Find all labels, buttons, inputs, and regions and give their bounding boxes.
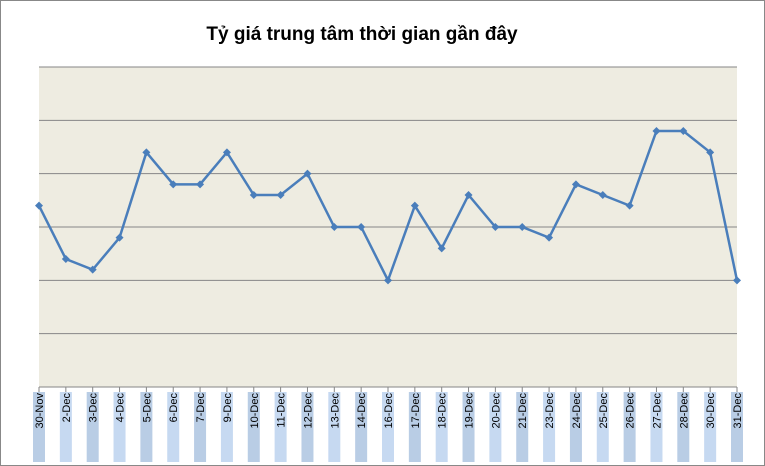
- marker: [169, 180, 178, 189]
- x-label-bg: [704, 392, 717, 462]
- x-tick-label: 10-Dec: [249, 393, 261, 429]
- x-label-bg: [435, 392, 448, 462]
- x-label-bg: [274, 392, 287, 462]
- marker: [571, 180, 580, 189]
- marker: [61, 255, 70, 263]
- marker: [88, 265, 97, 274]
- x-label-bg: [355, 392, 368, 462]
- x-tick-label: 25-Dec: [598, 393, 610, 429]
- marker: [115, 233, 124, 242]
- marker: [679, 127, 688, 135]
- x-label-bg: [569, 392, 582, 462]
- x-tick-label: 31-Dec: [732, 393, 744, 429]
- marker: [330, 223, 339, 231]
- x-label-bg: [462, 392, 475, 462]
- x-label-bg: [220, 392, 233, 462]
- marker: [222, 148, 231, 157]
- marker: [249, 191, 258, 199]
- x-tick-label: 21-Dec: [517, 393, 529, 429]
- x-label-bg: [382, 392, 394, 462]
- x-tick-label: 18-Dec: [437, 393, 449, 429]
- x-tick-label: 5-Dec: [141, 393, 153, 423]
- x-label-bg: [86, 392, 99, 462]
- x-tick-label: 28-Dec: [678, 393, 690, 429]
- x-tick-label: 13-Dec: [329, 393, 341, 429]
- x-tick-label: 20-Dec: [490, 393, 502, 429]
- x-label-bg: [59, 392, 72, 462]
- marker: [276, 191, 285, 199]
- x-tick-label: 17-Dec: [410, 393, 422, 429]
- marker: [652, 127, 661, 135]
- x-label-bg: [623, 392, 636, 462]
- marker: [518, 223, 527, 231]
- marker: [357, 223, 366, 231]
- marker: [625, 201, 634, 210]
- x-label-bg: [516, 392, 529, 462]
- marker: [196, 180, 205, 189]
- marker: [384, 276, 392, 285]
- x-label-bg: [140, 392, 153, 462]
- chart-title: Tỷ giá trung tâm thời gian gần đây: [206, 24, 518, 45]
- x-tick-label: 4-Dec: [115, 393, 127, 423]
- marker: [437, 244, 446, 253]
- marker: [303, 169, 312, 178]
- x-label-bg: [543, 392, 556, 462]
- x-tick-label: 30-Dec: [705, 393, 717, 429]
- x-tick-label: 23-Dec: [544, 393, 556, 429]
- marker: [545, 233, 554, 242]
- x-label-bg: [167, 392, 180, 462]
- marker: [142, 148, 151, 157]
- x-tick-label: 16-Dec: [383, 393, 395, 429]
- marker: [598, 191, 607, 199]
- x-label-bg: [33, 392, 45, 462]
- x-tick-label: 24-Dec: [571, 393, 583, 429]
- x-tick-label: 9-Dec: [222, 393, 234, 423]
- x-tick-label: 6-Dec: [168, 393, 180, 423]
- x-tick-label: 26-Dec: [625, 393, 637, 429]
- marker: [464, 191, 473, 199]
- x-label-bg: [489, 392, 502, 462]
- x-label-bg: [301, 392, 314, 462]
- x-label-bg: [731, 392, 743, 462]
- x-label-bg: [113, 392, 126, 462]
- x-tick-label: 27-Dec: [651, 393, 663, 429]
- x-tick-label: 7-Dec: [195, 393, 207, 423]
- x-label-bg: [328, 392, 341, 462]
- x-label-bg: [194, 392, 207, 462]
- x-label-bg: [677, 392, 690, 462]
- marker: [706, 148, 715, 157]
- x-tick-label: 3-Dec: [88, 393, 100, 423]
- x-tick-label: 12-Dec: [302, 393, 314, 429]
- x-label-bg: [247, 392, 260, 462]
- marker: [733, 276, 741, 285]
- x-label-bg: [650, 392, 663, 462]
- marker: [35, 201, 43, 210]
- x-label-bg: [596, 392, 609, 462]
- marker: [410, 201, 419, 210]
- x-label-bg: [408, 392, 421, 462]
- x-tick-label: 2-Dec: [61, 393, 73, 423]
- marker: [491, 223, 500, 231]
- x-tick-label: 19-Dec: [464, 393, 476, 429]
- x-tick-label: 11-Dec: [276, 393, 288, 428]
- x-tick-label: 30-Nov: [34, 393, 46, 429]
- x-tick-label: 14-Dec: [356, 393, 368, 429]
